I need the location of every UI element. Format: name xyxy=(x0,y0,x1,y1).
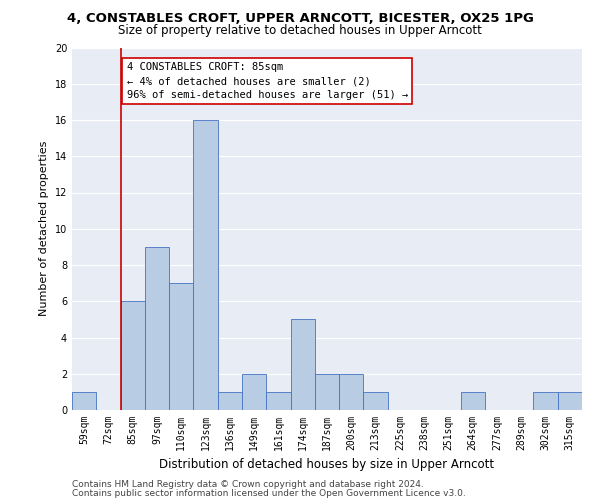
Bar xyxy=(315,374,339,410)
Bar xyxy=(558,392,582,410)
Bar xyxy=(242,374,266,410)
Text: Contains HM Land Registry data © Crown copyright and database right 2024.: Contains HM Land Registry data © Crown c… xyxy=(72,480,424,489)
Bar xyxy=(290,320,315,410)
Bar xyxy=(169,283,193,410)
Text: 4 CONSTABLES CROFT: 85sqm
← 4% of detached houses are smaller (2)
96% of semi-de: 4 CONSTABLES CROFT: 85sqm ← 4% of detach… xyxy=(127,62,408,100)
Bar xyxy=(193,120,218,410)
X-axis label: Distribution of detached houses by size in Upper Arncott: Distribution of detached houses by size … xyxy=(160,458,494,471)
Bar xyxy=(145,247,169,410)
Bar xyxy=(121,301,145,410)
Bar xyxy=(266,392,290,410)
Bar xyxy=(339,374,364,410)
Text: Size of property relative to detached houses in Upper Arncott: Size of property relative to detached ho… xyxy=(118,24,482,37)
Bar xyxy=(364,392,388,410)
Text: 4, CONSTABLES CROFT, UPPER ARNCOTT, BICESTER, OX25 1PG: 4, CONSTABLES CROFT, UPPER ARNCOTT, BICE… xyxy=(67,12,533,26)
Bar xyxy=(461,392,485,410)
Y-axis label: Number of detached properties: Number of detached properties xyxy=(39,141,49,316)
Text: Contains public sector information licensed under the Open Government Licence v3: Contains public sector information licen… xyxy=(72,489,466,498)
Bar xyxy=(533,392,558,410)
Bar xyxy=(72,392,96,410)
Bar xyxy=(218,392,242,410)
